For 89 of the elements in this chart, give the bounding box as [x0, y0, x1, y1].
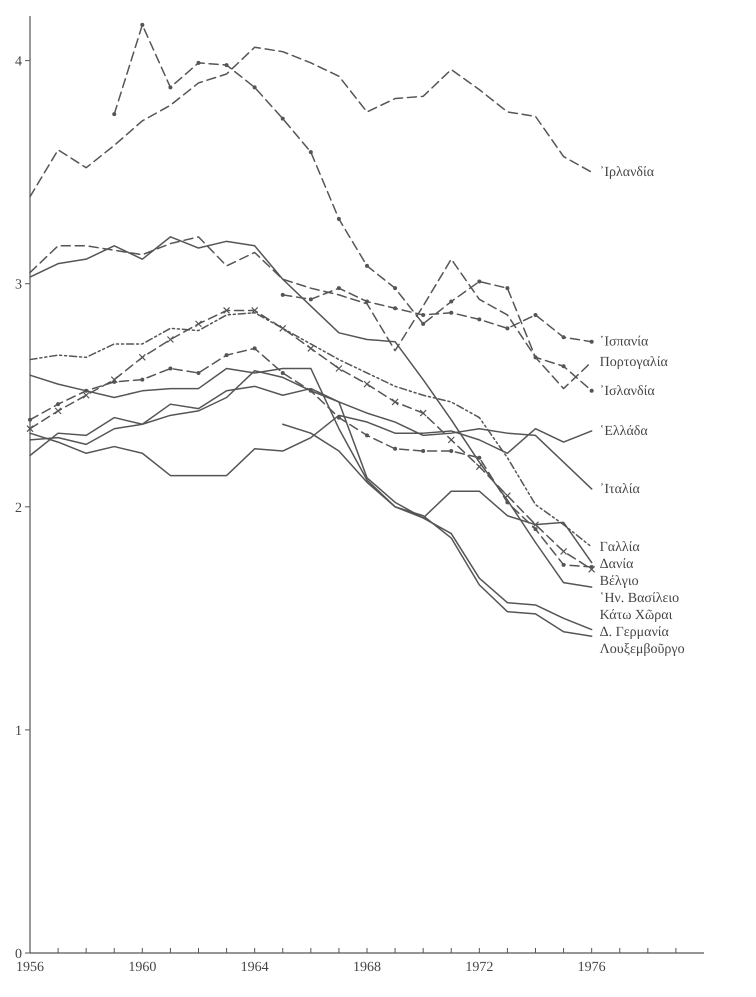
series-label: Κάτω Χῶραι	[600, 608, 673, 623]
point	[590, 388, 594, 393]
series-label: Λουξεμβοῦργο	[600, 642, 685, 657]
point	[365, 433, 369, 438]
x-tick-label: 1972	[465, 960, 494, 975]
point	[54, 407, 62, 414]
point	[308, 297, 313, 302]
point	[560, 548, 568, 556]
point	[280, 116, 285, 121]
point	[222, 306, 230, 314]
y-tick-label: 0	[15, 947, 22, 962]
series-label: Δ. Γερμανία	[600, 624, 670, 640]
point	[365, 300, 369, 304]
point	[393, 306, 398, 310]
point	[477, 279, 482, 284]
y-tick-label: 1	[15, 724, 22, 739]
point	[251, 306, 258, 314]
point	[26, 425, 34, 432]
series-label: ῾Ισπανία	[600, 334, 650, 350]
point	[138, 354, 146, 361]
point	[505, 326, 510, 330]
point	[449, 300, 454, 304]
x-tick-label: 1968	[353, 960, 381, 975]
point	[196, 370, 200, 375]
point	[391, 398, 399, 406]
y-tick-label: 3	[15, 278, 22, 293]
point	[335, 364, 343, 372]
point	[336, 217, 341, 222]
y-tick-label: 4	[15, 54, 22, 70]
point	[449, 449, 454, 454]
point	[562, 364, 566, 368]
point	[82, 392, 90, 399]
point	[56, 402, 60, 406]
point	[168, 366, 172, 370]
series-label: Γαλλία	[600, 540, 640, 555]
point	[562, 562, 566, 567]
series-label: ᾿Ιταλία	[600, 482, 641, 497]
point	[110, 376, 118, 384]
point	[280, 292, 285, 297]
point	[308, 150, 313, 154]
point	[534, 312, 538, 317]
series-label: ᾿Ισλανδία	[600, 384, 656, 399]
point	[562, 335, 566, 340]
point	[194, 320, 202, 328]
point	[588, 566, 596, 573]
point	[421, 449, 426, 454]
point	[166, 336, 174, 344]
point	[112, 112, 116, 116]
point	[477, 456, 482, 460]
series-label: ᾿Ιρλανδία	[600, 165, 655, 180]
x-tick-label: 1960	[128, 960, 156, 975]
series-label: Πορτογαλία	[600, 354, 668, 370]
point	[449, 310, 454, 315]
point	[224, 353, 229, 358]
x-tick-label: 1964	[240, 960, 269, 975]
point	[365, 264, 369, 268]
point	[534, 355, 538, 360]
point	[421, 322, 426, 326]
point	[196, 60, 200, 65]
point	[280, 370, 285, 375]
point	[477, 317, 482, 322]
point	[393, 446, 398, 451]
series-label: Δανία	[600, 556, 634, 572]
x-tick-label: 1976	[578, 960, 606, 975]
point	[590, 340, 594, 344]
point	[504, 492, 512, 500]
point	[252, 346, 257, 350]
point	[505, 286, 510, 290]
point	[336, 286, 341, 290]
point	[393, 286, 398, 290]
point	[336, 416, 341, 420]
point	[448, 436, 455, 444]
point	[420, 410, 427, 417]
point	[363, 380, 371, 388]
point	[140, 378, 144, 382]
point	[421, 312, 426, 317]
point	[307, 344, 314, 352]
point	[252, 85, 257, 90]
series-label: ῾Ελλάδα	[600, 424, 648, 439]
point	[476, 463, 483, 470]
y-tick-label: 2	[15, 500, 22, 516]
point	[140, 22, 144, 27]
point	[279, 324, 286, 332]
point	[534, 527, 538, 532]
series-label: ῾Ην. Βασίλειο	[600, 590, 680, 606]
x-tick-label: 1956	[16, 960, 44, 975]
series-label: Βέλγιο	[600, 574, 639, 589]
point	[168, 85, 172, 90]
point	[224, 63, 229, 68]
